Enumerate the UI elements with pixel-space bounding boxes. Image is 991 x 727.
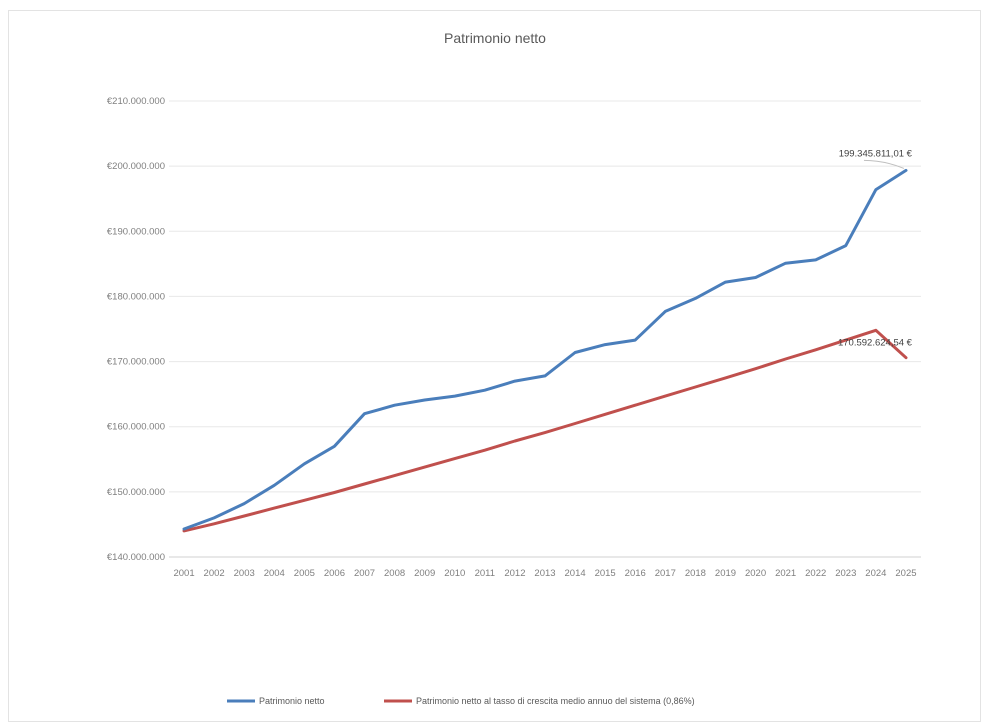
line-chart: Patrimonio netto €140.000.000 €150.000.00… xyxy=(107,30,921,706)
x-tick-label: 2016 xyxy=(625,568,646,579)
x-tick-label: 2005 xyxy=(294,568,315,579)
data-label-series-2: 170.592.624,54 € xyxy=(838,338,913,349)
x-tick-label: 2024 xyxy=(865,568,886,579)
x-tick-label: 2022 xyxy=(805,568,826,579)
y-axis-tick-labels: €140.000.000 €150.000.000 €160.000.000 €170… xyxy=(107,96,165,563)
x-tick-label: 2017 xyxy=(655,568,676,579)
y-tick-label: €200.000.000 xyxy=(107,161,165,172)
x-tick-label: 2009 xyxy=(414,568,435,579)
gridlines xyxy=(169,100,921,558)
chart-frame: Patrimonio netto €140.000.000 €150.000.00… xyxy=(8,10,981,722)
x-tick-label: 2019 xyxy=(715,568,736,579)
x-tick-label: 2006 xyxy=(324,568,345,579)
x-tick-label: 2003 xyxy=(234,568,255,579)
x-tick-label: 2014 xyxy=(565,568,586,579)
data-label-series-1: 199.345.811,01 € xyxy=(839,148,913,159)
legend-label-1: Patrimonio netto xyxy=(259,696,325,706)
x-tick-label: 2015 xyxy=(595,568,616,579)
series-line-1 xyxy=(182,168,908,531)
y-tick-label: €180.000.000 xyxy=(107,291,165,302)
data-labels: 199.345.811,01 € 170.592.624,54 € xyxy=(838,148,913,348)
x-tick-label: 2023 xyxy=(835,568,856,579)
chart-title: Patrimonio netto xyxy=(444,30,546,46)
x-tick-label: 2007 xyxy=(354,568,375,579)
x-tick-label: 2012 xyxy=(504,568,525,579)
y-tick-label: €140.000.000 xyxy=(107,552,165,563)
y-tick-label: €150.000.000 xyxy=(107,487,165,498)
x-tick-label: 2021 xyxy=(775,568,796,579)
x-tick-label: 2025 xyxy=(895,568,916,579)
x-tick-label: 2004 xyxy=(264,568,285,579)
x-axis-tick-labels: 2001 2002 2003 2004 2005 2006 2007 2008 2009 2010… xyxy=(173,568,916,579)
x-tick-label: 2001 xyxy=(173,568,194,579)
y-tick-label: €170.000.000 xyxy=(107,357,165,368)
legend-label-2: Patrimonio netto al tasso di crescita me… xyxy=(416,696,695,706)
legend: Patrimonio netto Patrimonio netto al tass… xyxy=(227,696,695,706)
x-tick-label: 2011 xyxy=(475,568,495,579)
y-tick-label: €190.000.000 xyxy=(107,226,165,237)
x-tick-label: 2008 xyxy=(384,568,405,579)
x-tick-label: 2002 xyxy=(204,568,225,579)
x-tick-label: 2018 xyxy=(685,568,706,579)
x-tick-label: 2010 xyxy=(444,568,465,579)
series-lines xyxy=(182,168,908,533)
y-tick-label: €160.000.000 xyxy=(107,422,165,433)
x-tick-label: 2013 xyxy=(534,568,555,579)
data-label-leader xyxy=(863,159,905,169)
series-line-2 xyxy=(182,328,908,533)
x-tick-label: 2020 xyxy=(745,568,766,579)
y-tick-label: €210.000.000 xyxy=(107,96,165,107)
